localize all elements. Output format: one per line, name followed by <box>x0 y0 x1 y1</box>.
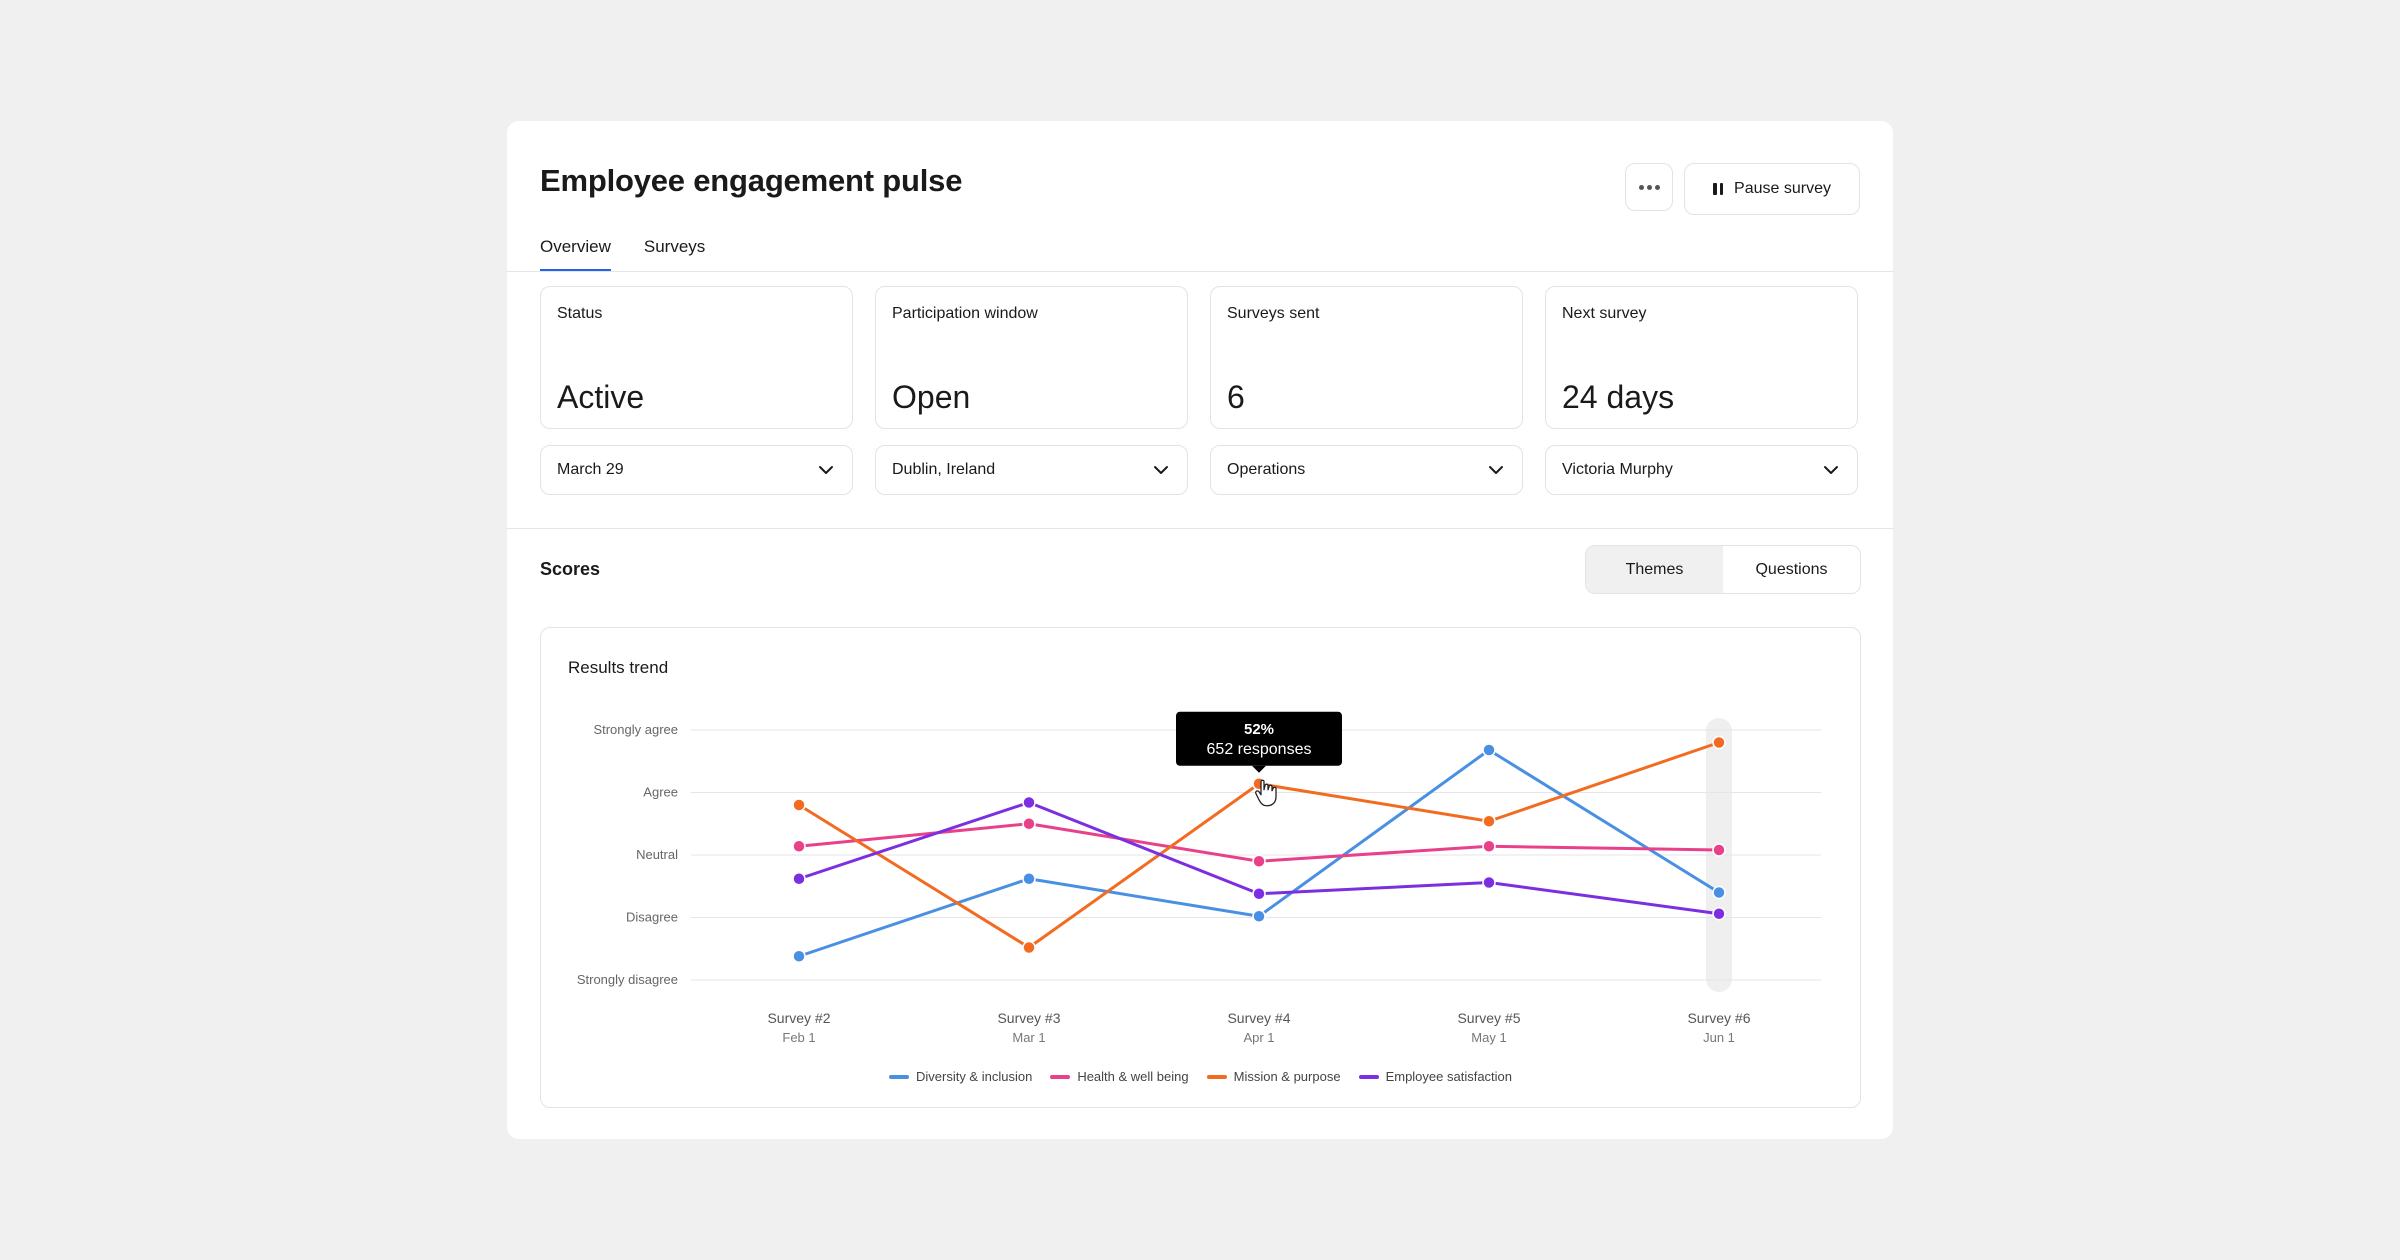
chevron-down-icon <box>1824 466 1838 474</box>
y-tick-label: Neutral <box>636 847 678 862</box>
data-point <box>1252 887 1266 901</box>
location-dropdown[interactable]: Dublin, Ireland <box>875 445 1188 495</box>
x-tick-label: Survey #6 <box>1687 1010 1750 1026</box>
page-title: Employee engagement pulse <box>540 163 963 198</box>
pause-survey-button[interactable]: Pause survey <box>1684 163 1860 215</box>
department-dropdown[interactable]: Operations <box>1210 445 1523 495</box>
data-point <box>1482 875 1496 890</box>
stat-card-status: Status Active <box>540 286 853 429</box>
tabs-divider <box>507 271 1893 272</box>
stat-value: Open <box>892 379 971 415</box>
x-tick-label: Survey #4 <box>1227 1010 1290 1026</box>
legend-swatch <box>1358 1074 1379 1079</box>
legend-label: Diversity & inclusion <box>915 1069 1033 1084</box>
manager-dropdown[interactable]: Victoria Murphy <box>1545 445 1858 495</box>
toggle-themes[interactable]: Themes <box>1586 546 1723 593</box>
hand-cursor-icon <box>1255 779 1277 807</box>
data-point <box>1712 907 1726 921</box>
date-dropdown[interactable]: March 29 <box>540 445 853 495</box>
ellipsis-icon <box>1638 184 1660 190</box>
results-trend-panel: Results trend Strongly disagree Disagree N… <box>540 627 1861 1108</box>
data-point <box>1022 795 1036 810</box>
legend-label: Employee satisfaction <box>1385 1069 1513 1084</box>
x-tick-date: Jun 1 <box>1703 1030 1735 1045</box>
data-point <box>792 798 806 812</box>
legend-item: Mission & purpose <box>1206 1069 1341 1084</box>
chevron-down-icon <box>819 466 833 474</box>
stat-value: 6 <box>1227 379 1245 415</box>
stat-value: 24 days <box>1562 379 1675 415</box>
dropdown-value: Operations <box>1227 461 1306 478</box>
stat-card-surveys-sent: Surveys sent 6 <box>1210 286 1523 429</box>
data-point <box>1252 909 1266 923</box>
y-tick-label: Agree <box>643 785 678 800</box>
data-point <box>1022 872 1036 886</box>
toggle-questions[interactable]: Questions <box>1755 560 1828 578</box>
stat-label: Status <box>557 305 603 322</box>
stat-card-next-survey: Next survey 24 days <box>1545 286 1858 429</box>
x-tick-date: Apr 1 <box>1243 1030 1274 1045</box>
x-tick-label: Survey #2 <box>767 1010 830 1026</box>
tab-bar: Overview Surveys <box>540 237 705 272</box>
dropdown-value: Victoria Murphy <box>1562 461 1673 478</box>
tooltip-box <box>1176 711 1342 766</box>
stat-label: Surveys sent <box>1227 305 1320 322</box>
tab-surveys[interactable]: Surveys <box>643 237 706 256</box>
data-point <box>1022 940 1036 955</box>
data-point <box>792 839 806 853</box>
scores-view-toggle: Themes Questions <box>1585 545 1861 594</box>
chevron-down-icon <box>1489 466 1503 474</box>
stat-label: Participation window <box>892 305 1038 322</box>
legend-item: Employee satisfaction <box>1358 1069 1513 1084</box>
dropdown-value: March 29 <box>557 461 624 478</box>
legend-swatch <box>1206 1074 1227 1079</box>
chart-title: Results trend <box>568 658 669 677</box>
data-point <box>1712 735 1726 750</box>
dropdown-value: Dublin, Ireland <box>892 461 996 478</box>
legend-item: Diversity & inclusion <box>888 1069 1033 1084</box>
data-point <box>1022 817 1036 831</box>
x-tick-date: Mar 1 <box>1012 1030 1045 1045</box>
results-trend-chart: Strongly disagree Disagree Neutral Agree Str… <box>577 711 1821 1045</box>
tab-overview[interactable]: Overview <box>540 237 611 272</box>
data-point <box>1482 743 1496 757</box>
legend-swatch <box>888 1074 909 1079</box>
data-point <box>1712 843 1726 857</box>
data-point <box>1482 814 1496 828</box>
legend-item: Health & well being <box>1050 1069 1189 1084</box>
data-point <box>792 872 806 886</box>
legend-label: Mission & purpose <box>1233 1069 1341 1084</box>
pause-survey-label: Pause survey <box>1734 180 1831 197</box>
data-point <box>792 949 806 963</box>
x-tick-label: Survey #3 <box>997 1010 1060 1026</box>
pause-icon <box>1713 183 1724 195</box>
section-divider <box>507 528 1893 529</box>
more-options-button[interactable] <box>1625 163 1673 211</box>
y-tick-label: Disagree <box>626 910 678 925</box>
chevron-down-icon <box>1154 466 1168 474</box>
data-point <box>1712 885 1726 900</box>
chart-legend: Diversity & inclusion Health & well being… <box>541 1069 1860 1084</box>
stat-label: Next survey <box>1562 305 1647 322</box>
x-tick-label: Survey #5 <box>1457 1010 1520 1026</box>
legend-swatch <box>1050 1074 1071 1079</box>
x-tick-date: May 1 <box>1471 1030 1506 1045</box>
survey-card: Employee engagement pulse Pause survey O… <box>507 121 1893 1139</box>
scores-title: Scores <box>540 559 601 579</box>
data-point <box>1482 839 1496 853</box>
y-tick-label: Strongly disagree <box>577 972 678 987</box>
y-tick-label: Strongly agree <box>593 722 678 737</box>
legend-label: Health & well being <box>1077 1069 1189 1084</box>
x-tick-date: Feb 1 <box>782 1030 815 1045</box>
tooltip-value: 52% <box>1244 721 1274 738</box>
stat-value: Active <box>557 379 645 415</box>
data-point <box>1252 854 1266 868</box>
tooltip-responses: 652 responses <box>1207 741 1312 758</box>
stat-card-participation-window: Participation window Open <box>875 286 1188 429</box>
tooltip-arrow <box>1252 765 1266 773</box>
